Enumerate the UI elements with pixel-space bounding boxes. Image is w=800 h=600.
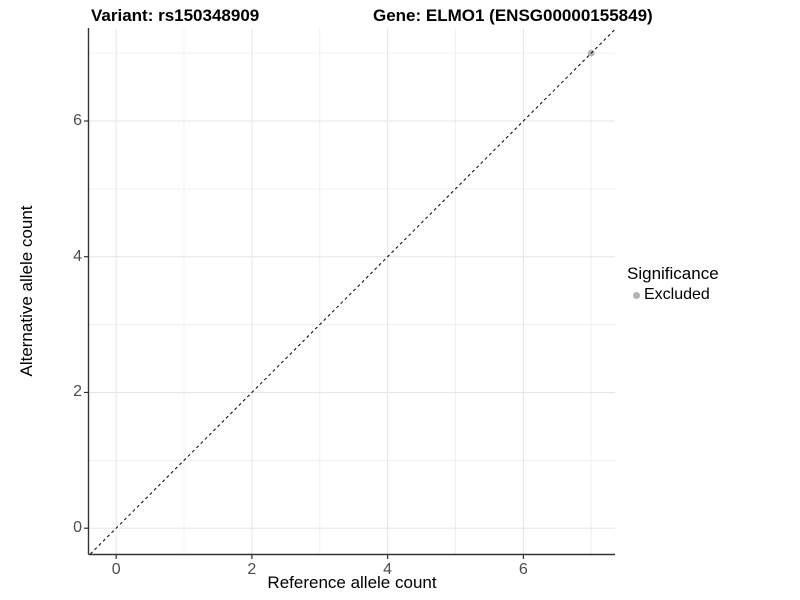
x-axis-title: Reference allele count bbox=[267, 573, 437, 592]
y-tick-label-6: 6 bbox=[73, 111, 82, 129]
y-tick-label-2: 2 bbox=[73, 383, 82, 401]
legend-entry-label: Excluded bbox=[644, 286, 710, 303]
plot-title-gene: Gene: ELMO1 (ENSG00000155849) bbox=[373, 6, 653, 25]
legend: Significance Excluded bbox=[627, 263, 719, 304]
x-tick-label-6: 6 bbox=[518, 561, 528, 578]
y-axis-title: Alternative allele count bbox=[17, 205, 36, 377]
legend-title: Significance bbox=[627, 264, 719, 283]
x-tick-label-4: 4 bbox=[383, 561, 393, 578]
y-tick-label-0: 0 bbox=[73, 519, 82, 537]
legend-key-dot-icon bbox=[633, 291, 640, 299]
legend-entry-excluded: Excluded bbox=[627, 286, 719, 304]
identity-line bbox=[90, 29, 616, 555]
y-tick-label-4: 4 bbox=[73, 247, 82, 265]
plot-title-variant: Variant: rs150348909 bbox=[91, 6, 260, 25]
x-tick-label-2: 2 bbox=[247, 561, 257, 578]
x-tick-label-0: 0 bbox=[111, 561, 121, 578]
